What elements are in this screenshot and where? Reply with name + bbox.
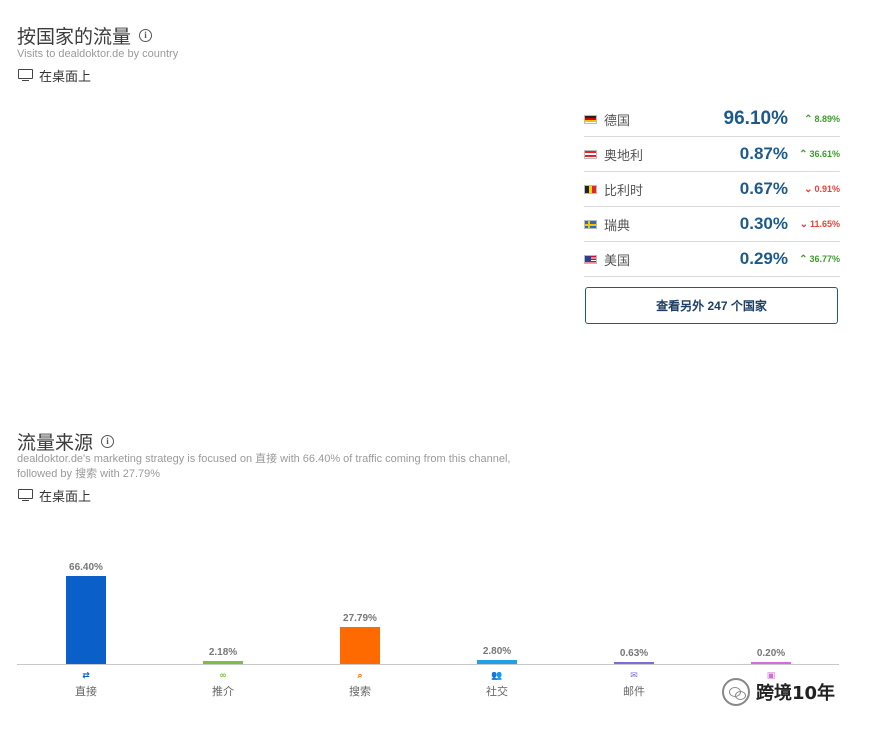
category-4[interactable]: ✉ 邮件 — [604, 670, 664, 699]
search-icon: ⌕ — [357, 671, 363, 681]
bar-0[interactable] — [66, 576, 106, 664]
category-label: 直接 — [75, 685, 97, 698]
watermark-text: 跨境10年 — [756, 683, 836, 704]
arrow-down-icon: ⌄ — [799, 218, 808, 230]
bar-value-label: 2.18% — [208, 647, 238, 659]
country-title-text: 按国家的流量 — [17, 26, 132, 48]
info-icon[interactable]: i — [139, 29, 153, 42]
bar-4[interactable] — [614, 662, 654, 664]
bar-value-label: 0.63% — [619, 648, 649, 659]
category-label: 推介 — [212, 685, 234, 698]
info-icon[interactable]: i — [101, 435, 115, 448]
traffic-subtitle-line1: dealdoktor.de's marketing strategy is fo… — [17, 453, 511, 465]
bar-value-label: 0.20% — [756, 648, 786, 659]
bar-value-label: 27.79% — [343, 613, 377, 625]
country-change: ⌃ 8.89% — [804, 113, 840, 125]
bar-value-label: 66.40% — [69, 562, 103, 573]
desktop-monitor-icon — [18, 488, 33, 503]
arrow-down-icon: ⌄ — [804, 183, 813, 195]
country-name: 比利时 — [604, 183, 644, 199]
country-row[interactable]: 奥地利 0.87% ⌃ 36.61% — [584, 137, 840, 172]
country-share: 0.30% — [739, 214, 788, 233]
arrow-up-icon: ⌃ — [799, 253, 808, 265]
country-change: ⌄ 11.65% — [799, 218, 840, 230]
mail-icon: ✉ — [630, 671, 638, 681]
category-2[interactable]: ⌕ 搜索 — [330, 670, 390, 699]
device-selector[interactable]: 在桌面上 — [18, 486, 91, 505]
device-label: 在桌面上 — [39, 490, 92, 505]
country-change: ⌃ 36.61% — [799, 148, 840, 160]
display-ad-icon: ▣ — [766, 671, 776, 681]
germany-flag-icon — [584, 114, 597, 124]
category-label: 社交 — [486, 685, 508, 698]
country-row[interactable]: 瑞典 0.30% ⌄ 11.65% — [584, 207, 840, 242]
usa-flag-icon — [584, 254, 597, 264]
country-share: 96.10% — [723, 108, 788, 129]
category-5[interactable]: ▣ — [741, 670, 801, 683]
chart-baseline — [17, 664, 839, 665]
bar-3[interactable] — [477, 660, 517, 664]
see-more-countries-button[interactable]: 查看另外 247 个国家 — [585, 287, 838, 324]
country-change: ⌄ 0.91% — [804, 183, 840, 195]
country-name: 奥地利 — [604, 148, 644, 164]
arrow-up-icon: ⌃ — [799, 148, 808, 160]
traffic-subtitle: dealdoktor.de's marketing strategy is fo… — [17, 452, 510, 482]
device-label: 在桌面上 — [39, 70, 92, 85]
traffic-section-title: 流量来源 i — [17, 428, 115, 455]
bar-2[interactable] — [340, 627, 380, 664]
country-row[interactable]: 德国 96.10% ⌃ 8.89% — [584, 102, 840, 137]
country-subtitle: Visits to dealdoktor.de by country — [17, 48, 179, 60]
country-list: 德国 96.10% ⌃ 8.89% 奥地利 0.87% ⌃ 36.61% 比利时 0… — [584, 102, 840, 277]
device-selector[interactable]: 在桌面上 — [18, 66, 91, 85]
direct-icon: ⇄ — [82, 671, 90, 681]
wechat-logo-icon — [722, 678, 750, 706]
category-label: 搜索 — [349, 685, 371, 698]
traffic-sources-chart: 66.40% ⇄ 直接 2.18% ∞ 推介 27.79% ⌕ 搜索 2.80% 👥 社交 0.63% ✉… — [17, 540, 839, 700]
country-section-title: 按国家的流量 i — [17, 22, 153, 49]
social-people-icon: 👥 — [491, 671, 503, 681]
desktop-monitor-icon — [18, 68, 33, 83]
country-share: 0.29% — [739, 249, 788, 268]
watermark: 跨境10年 — [722, 678, 835, 706]
category-0[interactable]: ⇄ 直接 — [56, 670, 116, 699]
country-row[interactable]: 美国 0.29% ⌃ 36.77% — [584, 242, 840, 277]
country-name: 瑞典 — [604, 218, 631, 234]
country-row[interactable]: 比利时 0.67% ⌄ 0.91% — [584, 172, 840, 207]
country-change: ⌃ 36.77% — [799, 253, 840, 265]
arrow-up-icon: ⌃ — [804, 113, 813, 125]
category-1[interactable]: ∞ 推介 — [193, 670, 253, 699]
traffic-title-text: 流量来源 — [17, 432, 94, 454]
bar-1[interactable] — [203, 661, 243, 664]
country-name: 美国 — [604, 253, 631, 269]
referral-link-icon: ∞ — [219, 671, 227, 681]
belgium-flag-icon — [584, 184, 597, 194]
sweden-flag-icon — [584, 219, 597, 229]
country-share: 0.67% — [739, 179, 788, 198]
category-3[interactable]: 👥 社交 — [467, 670, 527, 699]
category-label: 邮件 — [623, 685, 645, 698]
country-name: 德国 — [604, 113, 631, 129]
austria-flag-icon — [584, 149, 597, 159]
bar-value-label: 2.80% — [482, 646, 512, 658]
country-share: 0.87% — [739, 144, 788, 163]
traffic-subtitle-line2: followed by 搜索 with 27.79% — [17, 468, 161, 480]
bar-5[interactable] — [751, 662, 791, 664]
